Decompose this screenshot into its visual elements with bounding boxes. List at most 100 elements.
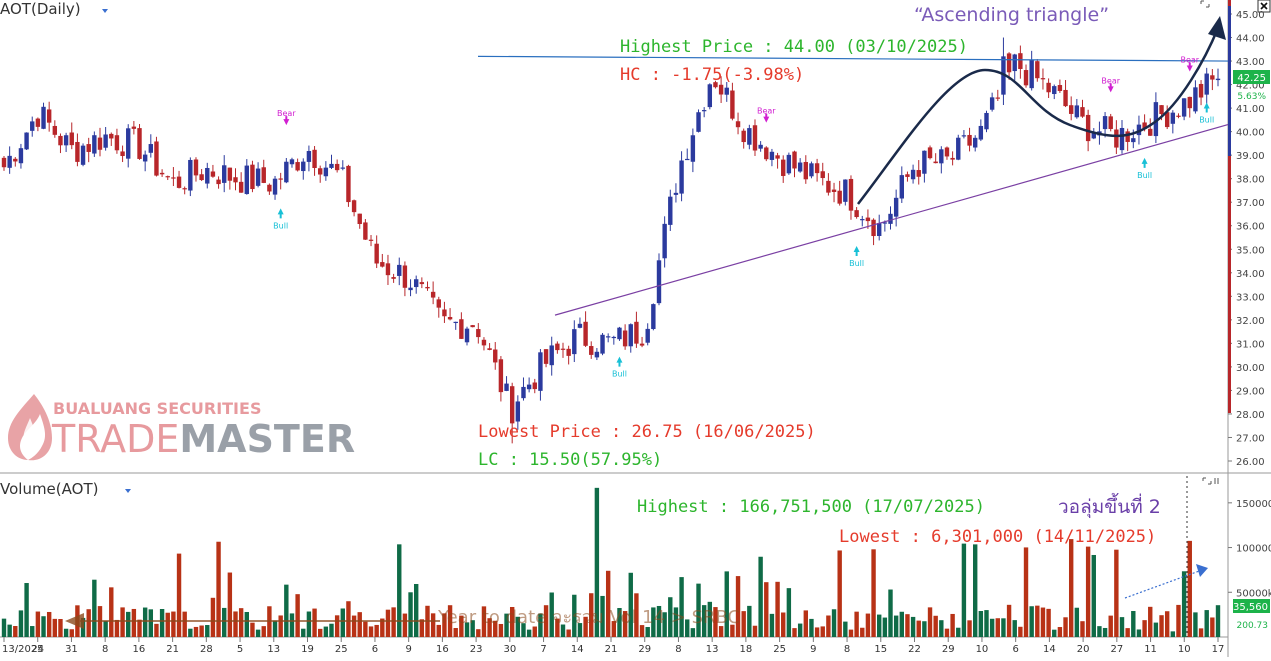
candle-body [515,401,521,422]
volume-bar [617,608,622,637]
candle-body [910,169,916,180]
volume-bar [419,619,425,637]
volume-bar [944,628,950,637]
faded-arrowhead-icon [65,613,84,629]
candle-body [408,287,413,291]
candle-body [205,167,210,184]
current-price-badge [1233,70,1270,84]
volume-bar [826,615,831,637]
volume-bar [877,614,882,637]
date-tick-label: 10 [1178,644,1191,655]
axis-scroll-thumb[interactable] [1228,6,1231,156]
candle-body [126,128,131,159]
price-expand-icon[interactable] [1200,0,1210,8]
price-title-dropdown-icon[interactable] [102,9,108,13]
candle-body [233,177,238,183]
volume-bar [645,627,650,637]
candle-body [758,144,763,149]
resistance-trendline[interactable] [477,55,1229,62]
volume-bar [1102,627,1108,637]
date-tick-label: 5 [237,644,243,655]
candle-body [244,165,249,195]
volume-bar [30,626,35,637]
volume-bar [46,611,52,637]
volume-title-dropdown-icon[interactable] [125,489,131,493]
price-tick-label: 44.00 [1236,34,1265,45]
close-icon[interactable] [1257,0,1271,13]
candle-body [103,134,108,148]
candle-body [278,178,283,180]
date-tick-label: 14 [571,644,584,655]
date-tick-label: 6 [1012,644,1018,655]
volume-bar [973,544,978,637]
candle-body [769,151,775,160]
volume-bar [402,613,408,637]
volume-bar [227,572,233,637]
volume-bar [397,544,402,637]
volume-bar [814,627,820,637]
volume-bar [1091,554,1096,637]
volume-bar [1085,546,1091,637]
candle-body [46,109,52,123]
candle-body [69,132,74,146]
candle-body [679,160,684,194]
axis-scroll-strip[interactable] [1228,0,1231,413]
volume-bar [306,611,312,637]
price-tick-label: 35.00 [1236,245,1265,256]
candle-body [1153,102,1159,137]
candle-body [877,223,882,237]
candle-body [323,167,329,177]
candle-body [984,112,989,130]
candle-body [425,286,430,289]
price-tick-label: 31.00 [1236,339,1265,350]
candle-body [301,161,306,172]
volume-bar [459,615,464,637]
volume-axis: 150000k 100000k 50000k [1228,499,1271,599]
volume-bar [1052,629,1057,637]
candle-body [577,323,583,328]
volume-bar [831,609,837,637]
volume-bar [1131,611,1136,637]
candle-body [137,128,142,159]
candle-body [707,84,713,108]
volume-expand-icon[interactable] [1202,477,1219,485]
candle-body [1108,116,1113,129]
volume-bar [1210,617,1215,637]
price-pane-title: AOT(Daily) [0,0,81,18]
candle-body [797,162,803,172]
candle-body [685,158,690,161]
candle-body [80,145,86,165]
volume-bar [509,606,515,637]
volume-bar [628,572,633,637]
candle-body [368,239,374,241]
volume-bar [769,613,775,637]
candle-body [600,334,605,354]
candle-body [820,171,825,179]
candle-body [1080,107,1085,117]
candle-body [346,165,351,203]
volume-bar [188,628,193,637]
bear-signal-label: Bear [277,109,296,118]
candle-body [989,97,995,110]
candle-body [814,163,820,174]
candle-body [306,151,312,162]
candle-body [1187,96,1192,109]
candle-body [628,324,633,347]
date-tick-label: 21 [605,644,618,655]
candle-body [1159,105,1164,115]
wave-path [857,27,1220,205]
date-tick-label: 27 [1110,644,1123,655]
volume-bar [532,626,537,637]
price-tick-label: 37.00 [1236,198,1265,209]
volume-bar [363,621,368,637]
price-axis: 45.00 44.00 43.00 42.00 41.00 40.00 39.00 38.00… [1228,10,1265,468]
support-trendline[interactable] [554,123,1229,316]
candle-body [509,386,515,424]
volume-bar [250,622,255,637]
candle-body [380,262,385,267]
candle-body [391,277,396,279]
volume-bar [436,624,441,637]
volume-bar [583,616,588,637]
bull-signal-label: Bull [1199,115,1214,124]
